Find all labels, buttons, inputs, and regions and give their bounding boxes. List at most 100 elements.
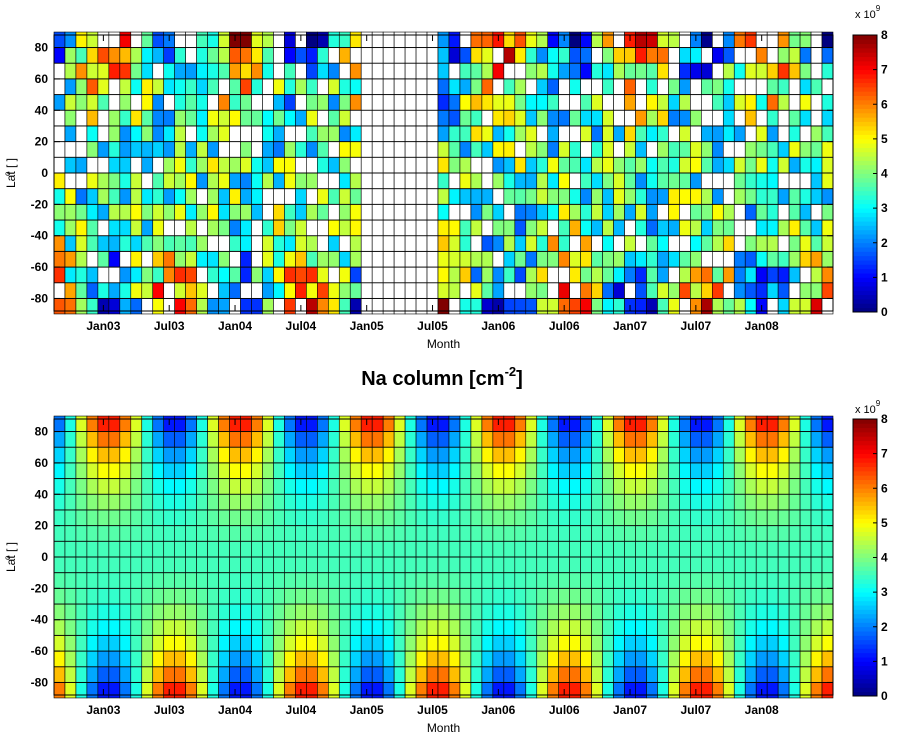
- heatmap-cell: [108, 47, 121, 64]
- heatmap-cell: [382, 525, 395, 542]
- heatmap-cell: [712, 157, 724, 174]
- heatmap-cell: [262, 94, 274, 111]
- heatmap-cell: [788, 494, 801, 511]
- heatmap-cell: [86, 63, 99, 80]
- heatmap-cell: [415, 94, 428, 111]
- heatmap-cell: [53, 141, 66, 158]
- heatmap-cell: [503, 188, 516, 205]
- heatmap-cell: [273, 125, 285, 142]
- heatmap-cell: [426, 588, 439, 605]
- heatmap-cell: [492, 141, 505, 158]
- heatmap-cell: [602, 31, 614, 48]
- heatmap-cell: [810, 298, 823, 315]
- heatmap-cell: [338, 141, 351, 158]
- heatmap-cell: [701, 556, 713, 573]
- heatmap-cell: [788, 110, 801, 127]
- heatmap-cell: [163, 650, 175, 667]
- heatmap-cell: [613, 588, 625, 605]
- heatmap-cell: [701, 619, 713, 636]
- heatmap-cell: [273, 603, 285, 620]
- heatmap-cell: [525, 141, 538, 158]
- heatmap-cell: [733, 494, 746, 511]
- heatmap-cell: [196, 431, 208, 448]
- heatmap-cell: [635, 556, 647, 573]
- heatmap-cell: [525, 282, 538, 299]
- heatmap-cell: [602, 572, 614, 589]
- heatmap-cell: [371, 298, 384, 315]
- heatmap-cell: [481, 219, 494, 236]
- heatmap-cell: [53, 415, 66, 432]
- heatmap-cell: [360, 78, 373, 95]
- heatmap-cell: [218, 556, 230, 573]
- heatmap-cell: [75, 47, 88, 64]
- heatmap-cell: [306, 235, 318, 252]
- heatmap-cell: [273, 157, 285, 174]
- heatmap-cell: [657, 431, 669, 448]
- heatmap-cell: [810, 588, 823, 605]
- heatmap-cell: [624, 666, 636, 683]
- heatmap-cell: [306, 478, 318, 495]
- heatmap-cell: [64, 219, 77, 236]
- heatmap-cell: [64, 251, 77, 268]
- heatmap-cell: [810, 94, 823, 111]
- heatmap-cell: [415, 298, 428, 315]
- heatmap-cell: [284, 172, 296, 189]
- heatmap-cell: [733, 282, 746, 299]
- heatmap-cell: [327, 235, 340, 252]
- heatmap-cell: [284, 666, 296, 683]
- heatmap-cell: [470, 251, 483, 268]
- heatmap-cell: [591, 94, 603, 111]
- heatmap-cell: [690, 619, 702, 636]
- heatmap-cell: [569, 635, 581, 652]
- heatmap-cell: [821, 478, 834, 495]
- heatmap-cell: [503, 541, 516, 558]
- heatmap-cell: [130, 31, 143, 48]
- heatmap-cell: [766, 666, 779, 683]
- heatmap-cell: [196, 619, 208, 636]
- heatmap-cell: [558, 509, 570, 526]
- heatmap-cell: [273, 78, 285, 95]
- heatmap-cell: [788, 415, 801, 432]
- heatmap-cell: [525, 494, 538, 511]
- heatmap-cell: [185, 141, 197, 158]
- heatmap-cell: [613, 110, 625, 127]
- heatmap-cell: [437, 431, 450, 448]
- heatmap-cell: [722, 235, 735, 252]
- heatmap-cell: [97, 47, 110, 64]
- heatmap-cell: [426, 188, 439, 205]
- heatmap-cell: [108, 556, 121, 573]
- heatmap-cell: [53, 541, 66, 558]
- heatmap-cell: [437, 94, 450, 111]
- heatmap-cell: [613, 235, 625, 252]
- heatmap-cell: [327, 682, 340, 699]
- heatmap-cell: [701, 78, 713, 95]
- heatmap-cell: [613, 219, 625, 236]
- y-axis-label-text: Lat [ ]: [4, 158, 18, 188]
- heatmap-cell: [75, 125, 88, 142]
- heatmap-cell: [185, 619, 197, 636]
- heatmap-cell: [613, 635, 625, 652]
- heatmap-cell: [525, 509, 538, 526]
- heatmap-cell: [810, 172, 823, 189]
- heatmap-cell: [141, 251, 154, 268]
- heatmap-cell: [75, 235, 88, 252]
- y-tick-label: 20: [35, 519, 49, 533]
- heatmap-cell: [602, 541, 614, 558]
- colorbar-segment: [853, 47, 877, 53]
- heatmap-cell: [690, 282, 702, 299]
- heatmap-cell: [646, 47, 658, 64]
- heatmap-cell: [525, 204, 538, 221]
- heatmap-cell: [646, 478, 658, 495]
- heatmap-cell: [470, 110, 483, 127]
- heatmap-cell: [602, 682, 614, 699]
- heatmap-cell: [119, 619, 132, 636]
- heatmap-cell: [185, 650, 197, 667]
- colorbar-segment: [853, 600, 877, 606]
- heatmap-cell: [229, 478, 241, 495]
- heatmap-cell: [690, 188, 702, 205]
- heatmap-cell: [821, 415, 834, 432]
- heatmap-cell: [613, 572, 625, 589]
- heatmap-cell: [722, 219, 735, 236]
- heatmap-cell: [338, 47, 351, 64]
- heatmap-cell: [229, 251, 241, 268]
